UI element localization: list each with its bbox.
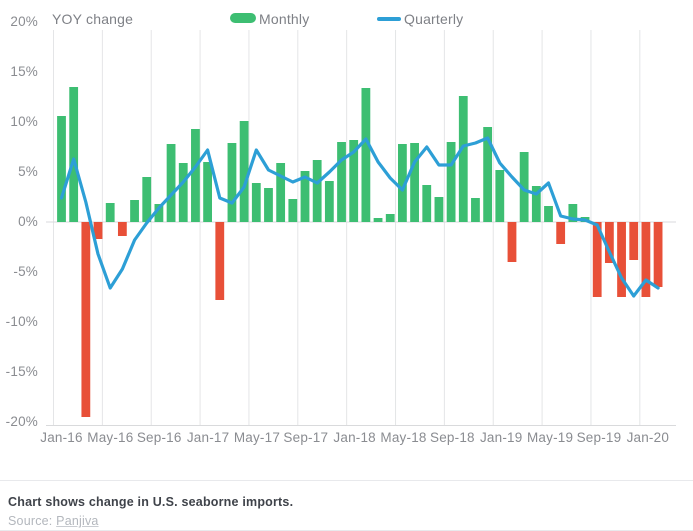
y-tick-label: 10% (10, 114, 38, 129)
monthly-bar-Sep-16 (154, 204, 164, 222)
monthly-bar-Jul-19 (568, 204, 578, 222)
monthly-bar-Feb-17 (215, 222, 225, 300)
monthly-bar-Jan-20 (641, 222, 651, 297)
monthly-bar-Jan-16 (57, 116, 66, 222)
footer-note: Chart shows change in U.S. seaborne impo… (8, 495, 294, 509)
y-tick-label: 20% (10, 14, 38, 29)
legend-label-quarterly: Quarterly (404, 11, 464, 27)
monthly-bar-Feb-18 (361, 88, 371, 222)
monthly-bar-Feb-16 (69, 87, 79, 222)
monthly-bar-Nov-16 (178, 163, 188, 222)
y-tick-label: -10% (5, 314, 38, 329)
monthly-bar-Nov-17 (324, 181, 334, 222)
x-tick-label: Sep-18 (430, 430, 475, 445)
monthly-bar-Jan-18 (349, 140, 359, 222)
legend-label-monthly: Monthly (259, 11, 310, 27)
monthly-bar-Nov-19 (617, 222, 626, 297)
monthly-bar-Dec-16 (191, 129, 200, 222)
y-tick-label: -5% (13, 264, 38, 279)
x-tick-label: Jan-19 (479, 430, 523, 445)
monthly-bar-Jun-16 (117, 222, 127, 236)
monthly-bar-Sep-19 (592, 222, 602, 297)
monthly-bar-Jun-18 (410, 143, 419, 222)
x-tick-label: Jan-18 (333, 430, 376, 445)
chart-svg (46, 30, 676, 426)
y-tick-label: 0% (18, 214, 38, 229)
x-tick-label: May-17 (233, 430, 281, 445)
monthly-bar-Oct-19 (604, 222, 614, 263)
monthly-bar-Jun-19 (556, 222, 566, 244)
monthly-bar-Jul-17 (276, 163, 286, 222)
monthly-bar-Sep-17 (300, 171, 310, 222)
monthly-bar-Sep-18 (446, 142, 456, 222)
monthly-bar-Oct-18 (458, 96, 468, 222)
monthly-swatch-icon (230, 13, 256, 23)
y-tick-label: -15% (5, 364, 38, 379)
monthly-bar-Mar-17 (227, 143, 237, 222)
monthly-bar-Nov-18 (471, 198, 480, 222)
monthly-bar-Dec-17 (337, 142, 346, 222)
monthly-bar-Feb-20 (653, 222, 663, 287)
x-tick-label: Sep-16 (136, 430, 182, 445)
x-tick-label: Sep-17 (283, 430, 329, 445)
y-tick-label: 5% (18, 164, 38, 179)
monthly-bar-Jul-18 (422, 185, 432, 222)
monthly-bar-Apr-16 (93, 222, 103, 239)
x-tick-label: Jan-17 (186, 430, 230, 445)
monthly-bar-May-19 (544, 206, 553, 222)
y-tick-label: 15% (10, 64, 38, 79)
monthly-bar-Aug-16 (142, 177, 152, 222)
legend: Monthly Quarterly (0, 0, 693, 34)
monthly-bar-Feb-19 (507, 222, 517, 262)
monthly-bar-Mar-16 (81, 222, 91, 417)
monthly-bar-Mar-19 (519, 152, 529, 222)
monthly-bar-Aug-17 (288, 199, 298, 222)
monthly-bar-Jul-16 (130, 200, 139, 222)
monthly-bar-Apr-19 (531, 186, 541, 222)
monthly-bar-Dec-18 (483, 127, 493, 222)
monthly-bar-Apr-18 (385, 214, 395, 222)
chart-area: YOY change Monthly Quarterly 20% 15% 10% 5%… (0, 0, 693, 445)
footer: Chart shows change in U.S. seaborne impo… (0, 480, 693, 530)
x-tick-label: Jan-16 (40, 430, 83, 445)
monthly-bar-Jan-19 (495, 170, 505, 222)
monthly-bar-Oct-16 (166, 144, 176, 222)
monthly-bar-Jan-17 (203, 162, 212, 222)
monthly-bar-Aug-18 (434, 197, 444, 222)
monthly-bar-Apr-17 (239, 121, 249, 222)
monthly-bar-Oct-17 (312, 160, 322, 222)
chart-title: YOY change (52, 11, 134, 27)
x-tick-label: May-18 (380, 430, 427, 445)
footer-source: Source: Panjiva (8, 514, 99, 528)
source-link[interactable]: Panjiva (56, 514, 99, 528)
monthly-bar-Jun-17 (264, 188, 273, 222)
x-tick-label: May-16 (87, 430, 134, 445)
x-tick-label: Sep-19 (576, 430, 622, 445)
x-tick-label: Jan-20 (626, 430, 670, 445)
x-tick-label: May-19 (526, 430, 574, 445)
quarterly-line-icon (377, 17, 401, 21)
source-label: Source: (8, 514, 57, 528)
y-tick-label: -20% (5, 414, 38, 429)
quarterly-line (59, 136, 660, 298)
monthly-bar-May-18 (398, 144, 407, 222)
monthly-bar-Dec-19 (629, 222, 639, 260)
monthly-bar-May-17 (251, 183, 261, 222)
monthly-bar-Mar-18 (373, 218, 383, 222)
monthly-bar-May-16 (105, 203, 115, 222)
